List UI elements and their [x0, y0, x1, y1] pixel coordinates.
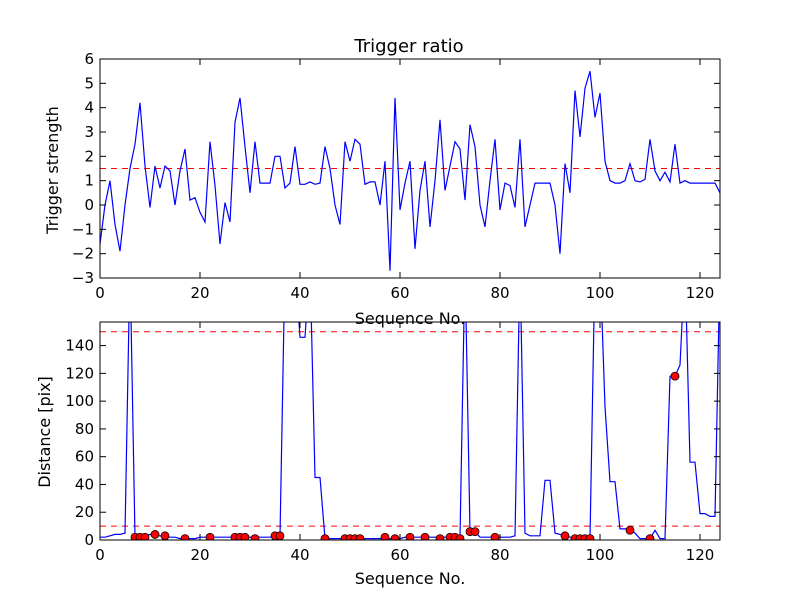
- y-tick-label: 120: [65, 364, 94, 382]
- data-point-marker: [585, 534, 595, 540]
- y-tick-label: 140: [65, 337, 94, 355]
- y-tick-label: −2: [72, 245, 94, 263]
- y-tick-label: 1: [84, 172, 94, 190]
- y-tick-label: 40: [75, 475, 94, 493]
- data-point-marker: [160, 531, 170, 540]
- x-tick-label: 0: [95, 284, 105, 302]
- series-line: [100, 322, 720, 540]
- data-point-marker: [470, 527, 480, 537]
- data-point-marker: [420, 532, 430, 540]
- data-point-marker: [490, 532, 500, 540]
- x-tick-label: 120: [686, 284, 715, 302]
- x-tick-label: 100: [586, 284, 615, 302]
- y-tick-label: 3: [84, 123, 94, 141]
- x-tick-label: 20: [190, 284, 209, 302]
- y-tick-label: 100: [65, 392, 94, 410]
- y-tick-label: 20: [75, 503, 94, 521]
- y-tick-label: 4: [84, 99, 94, 117]
- data-point-marker: [275, 531, 285, 540]
- x-axis-label-bottom: Sequence No.: [355, 569, 466, 588]
- y-tick-label: 2: [84, 147, 94, 165]
- x-tick-label: 80: [490, 284, 509, 302]
- plot-content: [100, 322, 720, 540]
- data-point-marker: [670, 371, 680, 381]
- y-axis-label-top: Trigger strength: [43, 106, 62, 235]
- data-point-marker: [455, 534, 465, 540]
- x-tick-label: 100: [586, 546, 615, 564]
- x-tick-label: 20: [190, 546, 209, 564]
- data-point-marker: [435, 534, 445, 540]
- x-tick-label: 0: [95, 546, 105, 564]
- x-tick-label: 40: [290, 284, 309, 302]
- data-point-marker: [625, 525, 635, 535]
- data-point-marker: [320, 534, 330, 540]
- y-tick-label: 0: [84, 196, 94, 214]
- y-tick-label: −1: [72, 220, 94, 238]
- data-point-marker: [560, 531, 570, 540]
- plot-frame: [99, 321, 721, 541]
- x-tick-label: 80: [490, 546, 509, 564]
- axis-ticks-bottom: 0 20 40 60 80 100 120 0 20 40 60 80 100 120 140: [65, 322, 720, 564]
- data-point-marker: [380, 532, 390, 540]
- plot-area-top: [99, 58, 721, 279]
- chart-trigger-ratio: Trigger ratio 0 20 40 60 80 100 120 −3 −2 −1 0 1 2 3 4…: [43, 36, 721, 328]
- y-tick-label: 5: [84, 74, 94, 92]
- data-point-marker: [390, 534, 400, 540]
- y-tick-label: 60: [75, 448, 94, 466]
- data-point-marker: [405, 532, 415, 540]
- series-line: [100, 71, 720, 271]
- y-axis-label-bottom: Distance [pix]: [35, 376, 54, 488]
- x-tick-label: 60: [390, 284, 409, 302]
- data-point-marker: [180, 534, 190, 540]
- chart-title: Trigger ratio: [353, 36, 463, 57]
- data-point-marker: [150, 530, 160, 539]
- y-tick-label: −3: [72, 269, 94, 287]
- x-tick-label: 40: [290, 546, 309, 564]
- x-tick-label: 60: [390, 546, 409, 564]
- data-point-marker: [645, 534, 655, 540]
- axis-ticks-top: 0 20 40 60 80 100 120 −3 −2 −1 0 1 2 3 4 5 6: [72, 50, 720, 302]
- x-tick-label: 120: [686, 546, 715, 564]
- y-tick-label: 6: [84, 50, 94, 68]
- data-point-marker: [140, 532, 150, 540]
- data-point-marker: [240, 532, 250, 540]
- data-point-marker: [250, 534, 260, 540]
- plot-area-bottom: [99, 321, 721, 541]
- plot-content: [100, 71, 720, 271]
- x-axis-label-top: Sequence No.: [355, 309, 466, 328]
- plot-frame: [99, 58, 721, 279]
- chart-distance: 0 20 40 60 80 100 120 0 20 40 60 80 100 120 140 Sequen…: [35, 321, 721, 588]
- data-point-marker: [205, 532, 215, 540]
- data-point-marker: [355, 534, 365, 540]
- y-tick-label: 80: [75, 420, 94, 438]
- y-tick-label: 0: [84, 531, 94, 549]
